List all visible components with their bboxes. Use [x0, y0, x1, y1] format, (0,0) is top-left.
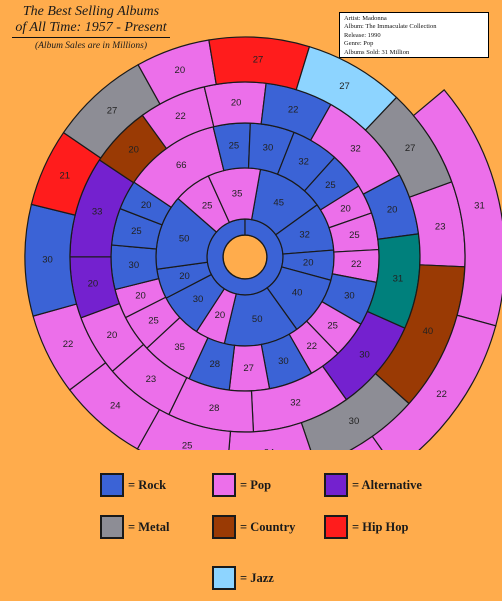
album-segment-label-r3-12: 22	[288, 105, 299, 116]
album-segment-label-r2-2: 22	[351, 259, 362, 270]
album-segment-label-r3-7: 20	[88, 279, 99, 290]
album-segment-label-r4-0: 23	[435, 222, 446, 233]
album-segment-label-r3-4: 28	[209, 403, 220, 414]
legend-swatch	[324, 473, 348, 497]
album-segment-label-r4-13: 27	[405, 143, 416, 154]
legend-item-metal: = Metal	[100, 514, 169, 540]
album-segment-label-r4-7: 30	[42, 255, 53, 266]
album-segment-label-r2-11: 20	[135, 290, 146, 301]
album-segment-label-r1-0: 45	[273, 198, 284, 209]
album-segment-label-r2-16: 25	[229, 141, 240, 152]
album-segment-label-r2-10: 25	[148, 315, 159, 326]
info-genre: Genre: Pop	[344, 40, 374, 48]
legend-label: = Rock	[128, 477, 167, 492]
album-segment-label-r1-4: 50	[252, 314, 263, 325]
album-segment-label-r2-4: 25	[327, 320, 338, 331]
album-segment-label-r3-2: 30	[359, 349, 370, 360]
album-segment-label-r2-6: 30	[278, 356, 289, 367]
album-segment-label-r2-9: 35	[174, 342, 185, 353]
album-segment-label-r4-10: 20	[175, 65, 186, 76]
album-segment-label-r4-2: 30	[349, 416, 360, 427]
album-segment-r5-1[interactable]	[371, 314, 497, 450]
album-segment-label-r4-11: 27	[253, 54, 264, 65]
album-segment-label-r4-9: 27	[107, 105, 118, 116]
album-segment-label-r3-3: 32	[290, 398, 301, 409]
album-segment-label-r2-13: 25	[131, 226, 142, 237]
album-segment-label-r2-1: 25	[349, 230, 360, 241]
legend-item-jazz: = Jazz	[212, 565, 274, 591]
album-segment-label-r1-3: 40	[292, 288, 303, 299]
legend-item-country: = Country	[212, 514, 295, 540]
chart-title-block: The Best Selling Albums of All Time: 195…	[6, 4, 176, 51]
album-segment-label-r5-0: 31	[474, 200, 485, 211]
album-segment-label-r4-6: 22	[63, 339, 74, 350]
album-segment-label-r1-5: 20	[215, 310, 226, 321]
album-segment-label-r3-5: 23	[146, 374, 157, 385]
album-segment-label-r1-8: 50	[179, 233, 190, 244]
legend-item-alternative: = Alternative	[324, 472, 422, 498]
album-segment-label-r2-18: 32	[298, 157, 309, 168]
album-segment-label-r3-10: 22	[175, 111, 186, 122]
album-segment-label-r3-1: 31	[393, 274, 404, 285]
album-segment-label-r2-5: 22	[307, 341, 318, 352]
spiral-chart: 45 32 20 40 50 20 30 20 50 25 35 20 25 22 30 25 22 30 27 28…	[24, 36, 502, 450]
album-info-tooltip: Artist: Madonna Album: The Immaculate Co…	[339, 12, 489, 58]
legend-swatch	[100, 515, 124, 539]
album-segment-label-r2-12: 30	[129, 260, 140, 271]
album-segment-label-r1-1: 32	[299, 230, 310, 241]
album-segment-label-r1-2: 20	[303, 257, 314, 268]
album-segment-label-r2-8: 28	[209, 359, 220, 370]
legend-label: = Alternative	[352, 477, 422, 492]
album-segment-label-r2-14: 20	[141, 200, 152, 211]
info-release: Release: 1990	[344, 31, 381, 39]
chart-subtitle: (Album Sales are in Millions)	[34, 41, 148, 51]
legend-swatch	[100, 473, 124, 497]
legend-item-pop: = Pop	[212, 472, 271, 498]
album-segment-r5-2[interactable]	[156, 435, 395, 450]
album-segment-label-r4-1: 40	[423, 326, 434, 337]
info-sales: Albums Sold: 31 Million	[344, 48, 410, 56]
album-segment-label-r3-0: 20	[387, 204, 398, 215]
legend-label: = Hip Hop	[352, 519, 409, 534]
album-segment-label-r3-11: 20	[231, 97, 242, 108]
title-underline	[12, 37, 170, 38]
album-segment-label-r4-3: 24	[264, 448, 275, 450]
album-segment-label-r2-0: 20	[340, 203, 351, 214]
album-segment-label-r1-6: 30	[193, 294, 204, 305]
legend-swatch	[212, 515, 236, 539]
album-segment-label-r2-7: 27	[243, 363, 254, 374]
album-segment-label-r2-19: 25	[325, 180, 336, 191]
album-segment-label-r4-12: 27	[339, 81, 350, 92]
album-segment-label-r3-8: 33	[92, 207, 103, 218]
album-segment-label-r5-1: 22	[436, 389, 447, 400]
legend-item-hip-hop: = Hip Hop	[324, 514, 408, 540]
info-artist: Artist: Madonna	[344, 15, 387, 22]
album-segment-label-r1-9: 25	[202, 201, 213, 212]
legend-swatch	[212, 566, 236, 590]
album-segment-label-r4-8: 21	[59, 171, 70, 182]
legend-swatch	[212, 473, 236, 497]
album-segment-label-r3-6: 20	[107, 330, 118, 341]
album-segment-label-r3-9: 20	[128, 144, 139, 155]
legend-label: = Jazz	[240, 570, 274, 585]
album-segment-label-r4-4: 25	[182, 440, 193, 450]
legend-label: = Pop	[240, 477, 272, 492]
album-segment-label-r3-13: 32	[350, 144, 361, 155]
album-segment-label-r1-10: 35	[232, 188, 243, 199]
album-segment-label-r2-15: 66	[176, 160, 187, 171]
legend-label: = Metal	[128, 519, 170, 534]
legend-swatch	[324, 515, 348, 539]
album-segment-label-r4-5: 24	[110, 400, 121, 411]
legend-item-rock: = Rock	[100, 472, 166, 498]
legend-label: = Country	[240, 519, 296, 534]
album-segment-r4-3[interactable]	[227, 421, 316, 450]
album-segment-label-r2-17: 30	[263, 142, 274, 153]
chart-title-line-1: The Best Selling Albums	[22, 4, 160, 19]
album-segment-label-r1-7: 20	[179, 271, 190, 282]
chart-title-line-2: of All Time: 1957 - Present	[15, 20, 167, 35]
info-album: Album: The Immaculate Collection	[344, 23, 437, 31]
album-segment-label-r2-3: 30	[344, 291, 355, 302]
